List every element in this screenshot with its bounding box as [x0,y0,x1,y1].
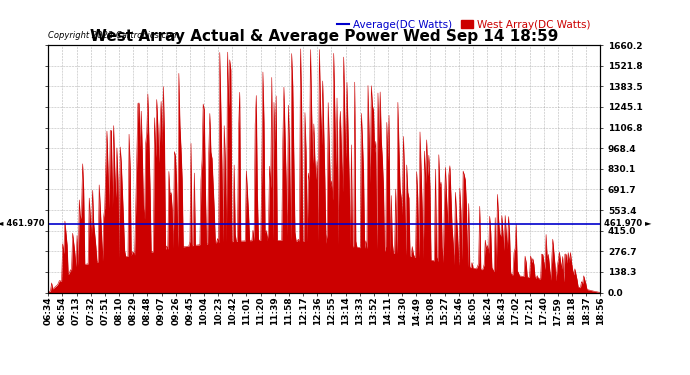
Text: ◄ 461.970: ◄ 461.970 [0,219,44,228]
Title: West Array Actual & Average Power Wed Sep 14 18:59: West Array Actual & Average Power Wed Se… [90,29,558,44]
Text: Copyright 2022 Cartronics.com: Copyright 2022 Cartronics.com [48,31,179,40]
Text: 461.970 ►: 461.970 ► [604,219,652,228]
Legend: Average(DC Watts), West Array(DC Watts): Average(DC Watts), West Array(DC Watts) [333,15,595,34]
